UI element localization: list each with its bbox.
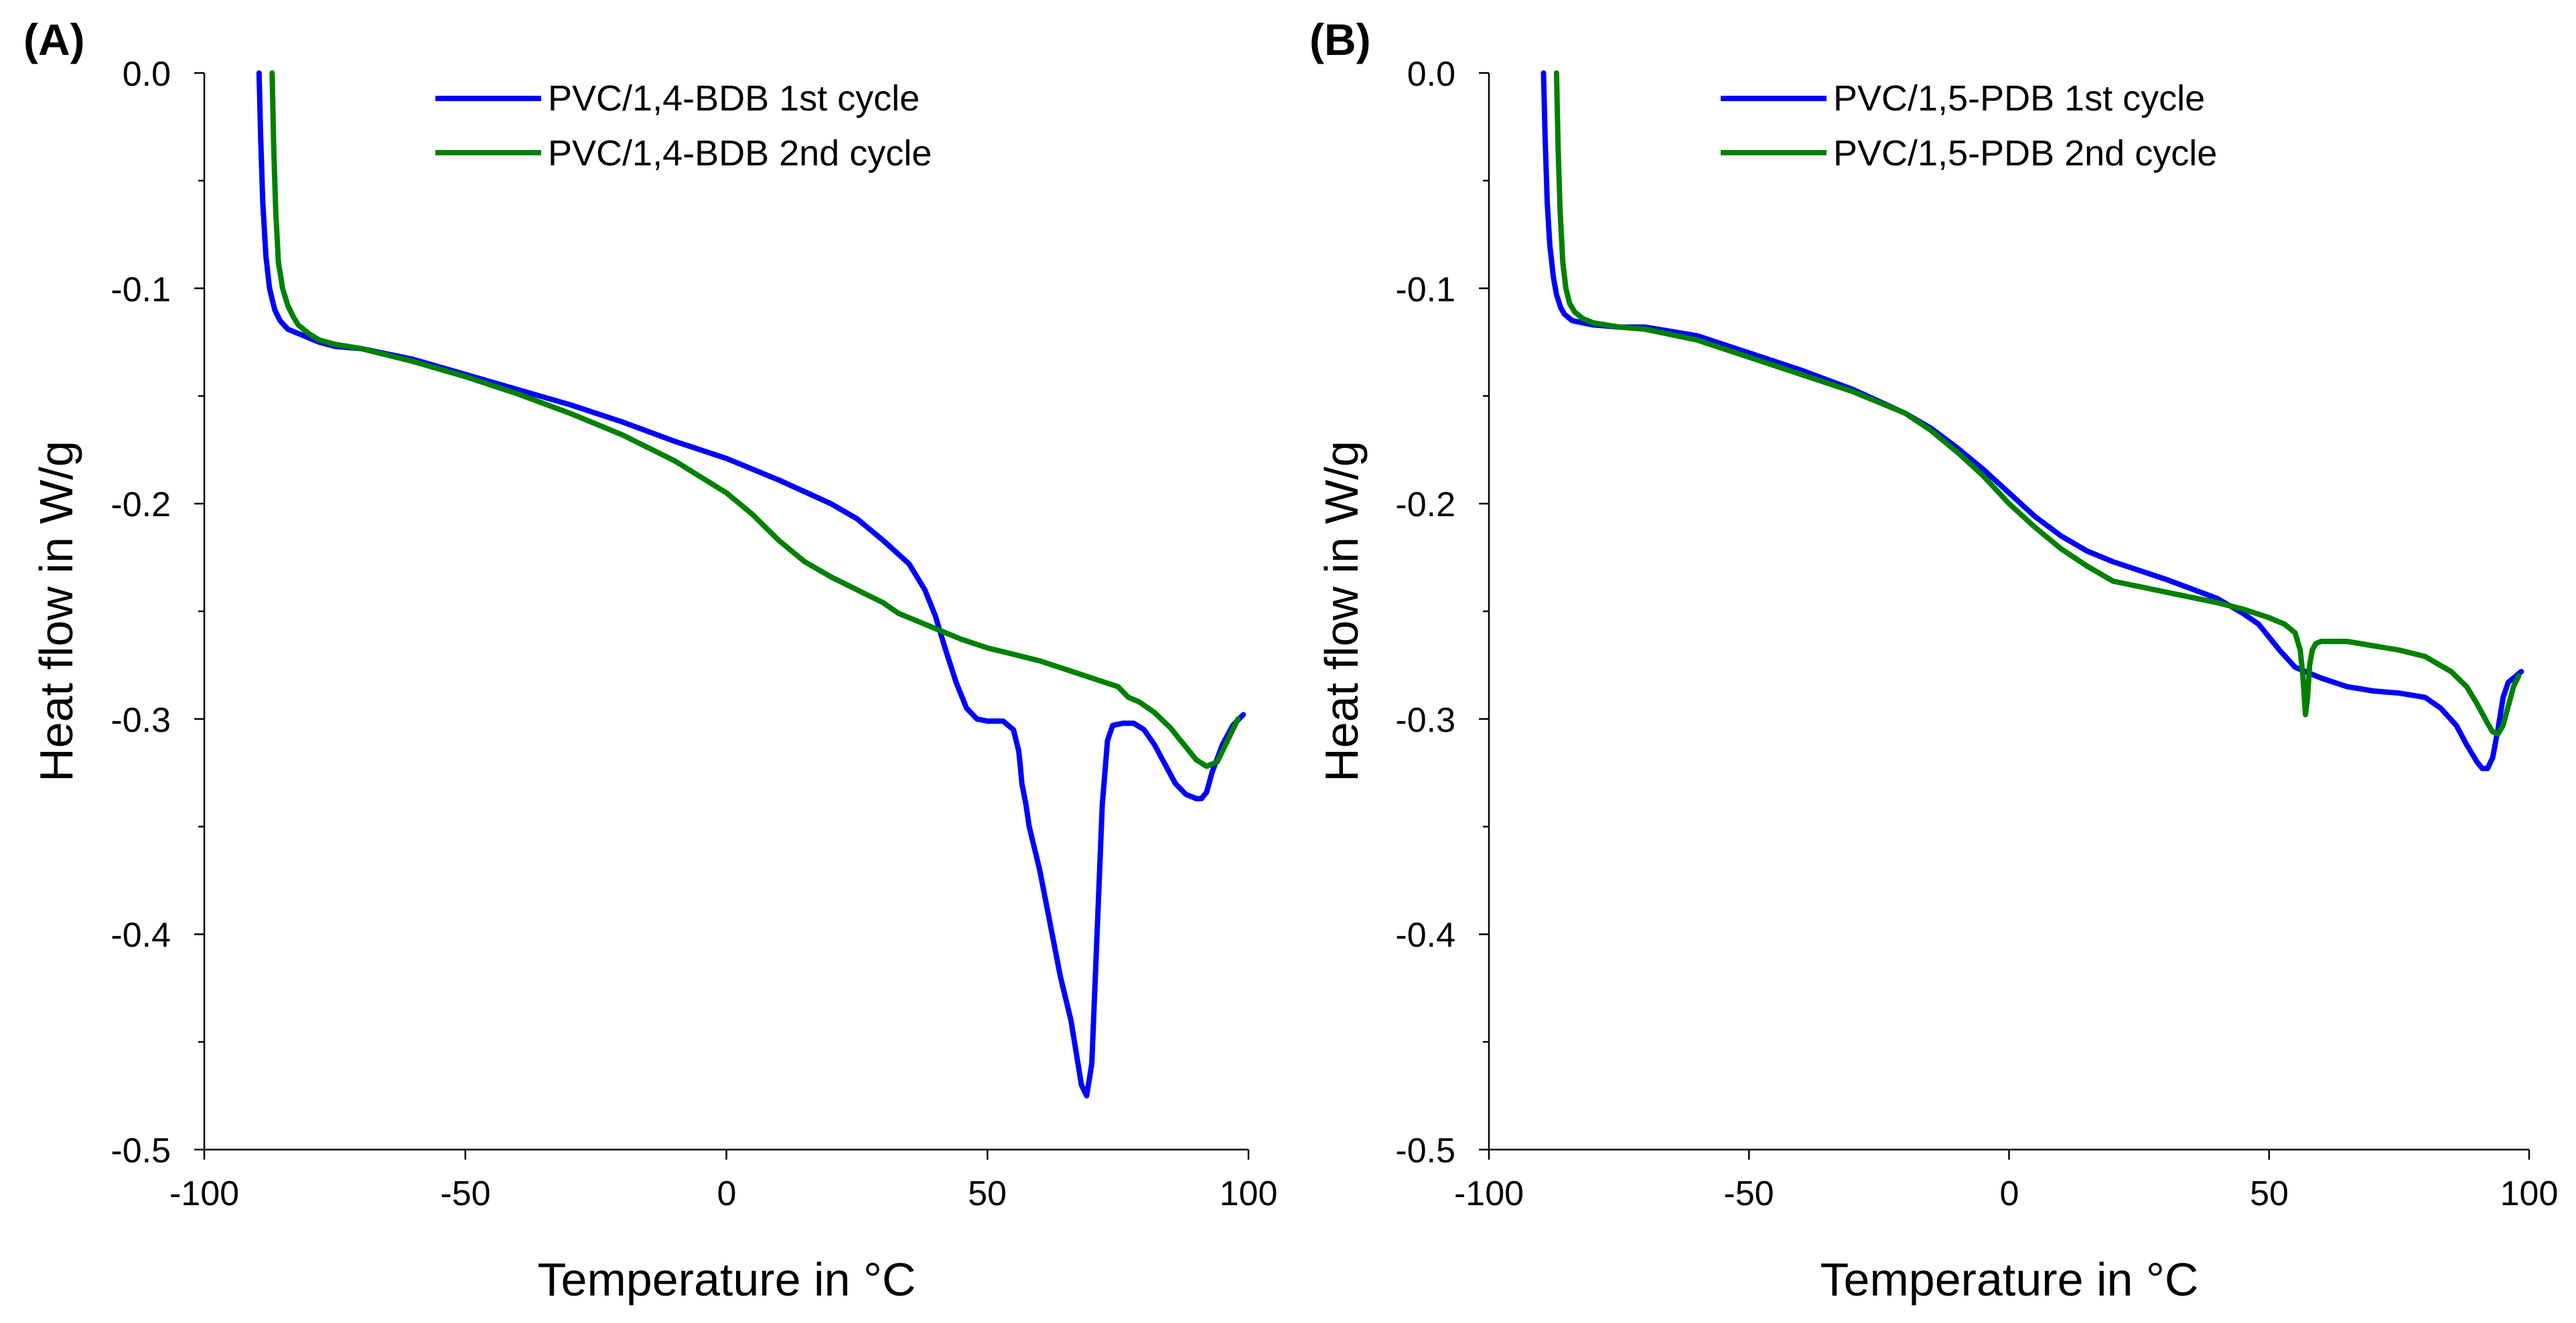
x-tick-label: -100 bbox=[169, 1174, 239, 1213]
x-tick-label: 100 bbox=[1220, 1174, 1278, 1213]
chart-panel-a: (A) 0.0 -0.1 -0.2 -0.3 -0.4 -0.5 -100 -5… bbox=[23, 15, 1277, 1306]
x-tick-label: 0 bbox=[2000, 1174, 2019, 1213]
legend: PVC/1,4-BDB 1st cycle PVC/1,4-BDB 2nd cy… bbox=[435, 78, 932, 173]
x-axis-label: Temperature in °C bbox=[1820, 1253, 2199, 1306]
y-tick-label: -0.3 bbox=[111, 701, 171, 740]
y-tick-label: 0.0 bbox=[1407, 55, 1455, 94]
y-ticks: 0.0 -0.1 -0.2 -0.3 -0.4 -0.5 bbox=[1395, 55, 1455, 1170]
series-line-first-cycle bbox=[1541, 70, 2524, 771]
legend-label: PVC/1,5-PDB 1st cycle bbox=[1833, 78, 2205, 119]
y-tick-label: -0.3 bbox=[1395, 701, 1455, 740]
panel-label: (B) bbox=[1309, 15, 1371, 64]
legend-label: PVC/1,4-BDB 1st cycle bbox=[548, 78, 920, 119]
y-tick-label: 0.0 bbox=[123, 55, 171, 94]
y-tick-label: -0.4 bbox=[1395, 916, 1455, 955]
series-line-second-cycle bbox=[1553, 70, 2522, 737]
legend: PVC/1,5-PDB 1st cycle PVC/1,5-PDB 2nd cy… bbox=[1721, 78, 2217, 173]
x-axis-label: Temperature in °C bbox=[538, 1253, 916, 1306]
x-tick-label: -50 bbox=[440, 1174, 490, 1213]
series-line-first-cycle bbox=[256, 70, 1246, 1099]
y-tick-label: -0.5 bbox=[111, 1132, 171, 1170]
y-ticks: 0.0 -0.1 -0.2 -0.3 -0.4 -0.5 bbox=[111, 55, 171, 1170]
x-tick-label: -100 bbox=[1454, 1174, 1524, 1213]
chart-panel-b: (B) 0.0 -0.1 -0.2 -0.3 -0.4 -0.5 -100 -5… bbox=[1309, 15, 2558, 1306]
x-tick-label: 50 bbox=[2250, 1174, 2289, 1213]
x-tick-label: 0 bbox=[717, 1174, 737, 1213]
panel-label: (A) bbox=[23, 15, 85, 64]
y-tick-label: -0.5 bbox=[1395, 1132, 1455, 1170]
y-tick-label: -0.2 bbox=[111, 485, 171, 524]
plot-lines bbox=[256, 70, 1246, 1099]
x-ticks: -100 -50 0 50 100 bbox=[169, 1174, 1277, 1213]
legend-label: PVC/1,5-PDB 2nd cycle bbox=[1833, 133, 2217, 173]
y-tick-label: -0.4 bbox=[111, 916, 171, 955]
series-line-second-cycle bbox=[269, 70, 1241, 769]
legend-label: PVC/1,4-BDB 2nd cycle bbox=[548, 133, 932, 173]
y-axis-label: Heat flow in W/g bbox=[1315, 441, 1368, 782]
y-tick-label: -0.1 bbox=[1395, 270, 1455, 309]
x-tick-label: -50 bbox=[1723, 1174, 1774, 1213]
x-ticks: -100 -50 0 50 100 bbox=[1454, 1174, 2558, 1213]
plot-lines bbox=[1541, 70, 2524, 771]
y-axis-label: Heat flow in W/g bbox=[30, 441, 82, 782]
y-tick-label: -0.2 bbox=[1395, 485, 1455, 524]
x-tick-label: 50 bbox=[968, 1174, 1007, 1213]
y-tick-label: -0.1 bbox=[111, 270, 171, 309]
x-tick-label: 100 bbox=[2500, 1174, 2559, 1213]
